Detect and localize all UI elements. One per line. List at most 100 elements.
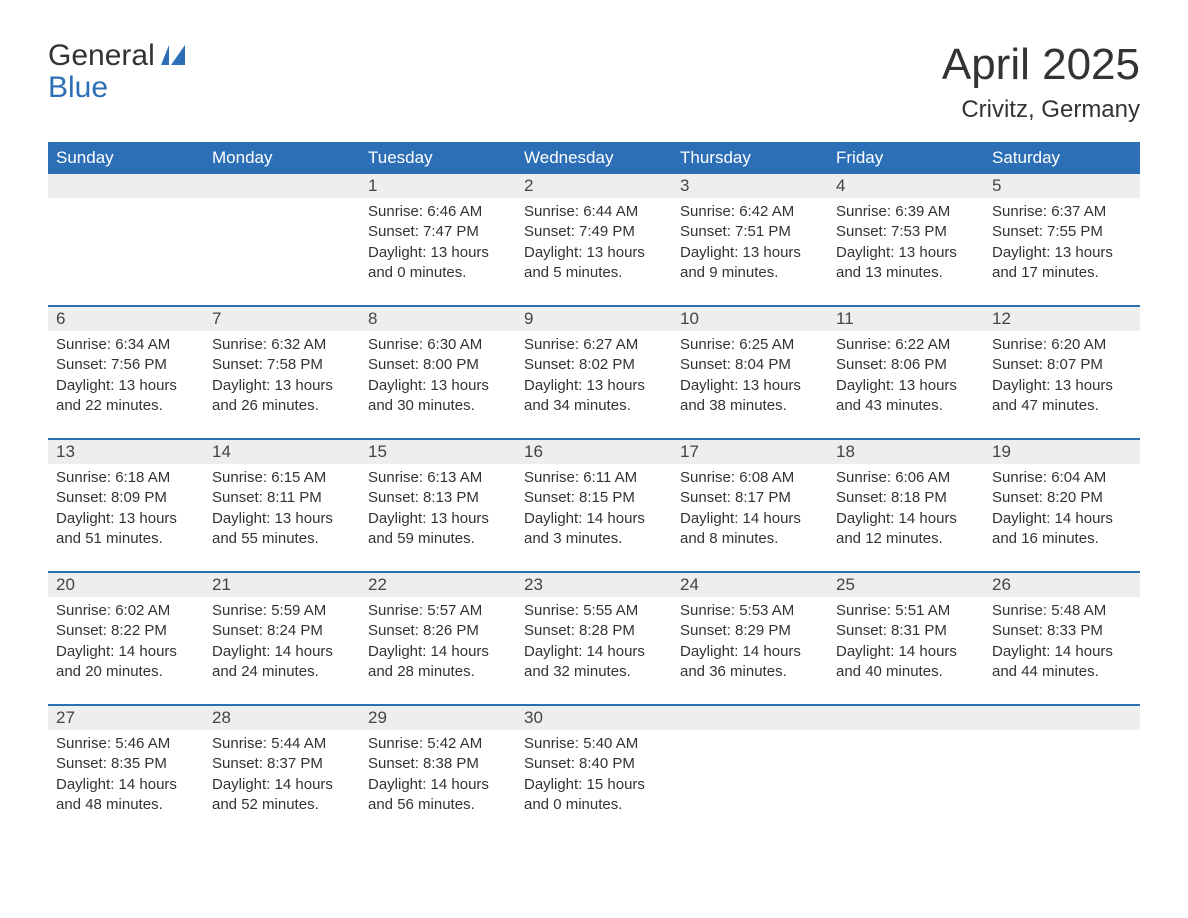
- day-number: 13: [48, 440, 204, 464]
- calendar-cell: 25Sunrise: 5:51 AMSunset: 8:31 PMDayligh…: [828, 572, 984, 705]
- day-details: Sunrise: 6:04 AMSunset: 8:20 PMDaylight:…: [992, 468, 1132, 549]
- sunrise-line: Sunrise: 5:48 AM: [992, 601, 1132, 621]
- day-details: Sunrise: 5:59 AMSunset: 8:24 PMDaylight:…: [212, 601, 352, 682]
- sunrise-line: Sunrise: 5:42 AM: [368, 734, 508, 754]
- daylight-line-2: and 40 minutes.: [836, 662, 976, 682]
- calendar-cell: 20Sunrise: 6:02 AMSunset: 8:22 PMDayligh…: [48, 572, 204, 705]
- sunset-line: Sunset: 8:09 PM: [56, 488, 196, 508]
- day-details: Sunrise: 6:46 AMSunset: 7:47 PMDaylight:…: [368, 202, 508, 283]
- daylight-line-1: Daylight: 14 hours: [524, 509, 664, 529]
- sunrise-line: Sunrise: 6:11 AM: [524, 468, 664, 488]
- daylight-line-2: and 38 minutes.: [680, 396, 820, 416]
- calendar-cell: 9Sunrise: 6:27 AMSunset: 8:02 PMDaylight…: [516, 306, 672, 439]
- daylight-line-1: Daylight: 14 hours: [368, 775, 508, 795]
- day-number: 12: [984, 307, 1140, 331]
- sunset-line: Sunset: 8:11 PM: [212, 488, 352, 508]
- sunset-line: Sunset: 8:02 PM: [524, 355, 664, 375]
- daylight-line-1: Daylight: 14 hours: [524, 642, 664, 662]
- day-details: Sunrise: 5:57 AMSunset: 8:26 PMDaylight:…: [368, 601, 508, 682]
- brand-logo: General Blue: [48, 40, 195, 103]
- sunrise-line: Sunrise: 6:13 AM: [368, 468, 508, 488]
- daylight-line-1: Daylight: 13 hours: [836, 243, 976, 263]
- day-number: 7: [204, 307, 360, 331]
- daylight-line-2: and 32 minutes.: [524, 662, 664, 682]
- daylight-line-1: Daylight: 14 hours: [836, 642, 976, 662]
- day-details: Sunrise: 5:40 AMSunset: 8:40 PMDaylight:…: [524, 734, 664, 815]
- calendar-cell: 24 Sunrise: 5:53 AMSunset: 8:29 PMDayligh…: [672, 572, 828, 705]
- sunset-line: Sunset: 8:38 PM: [368, 754, 508, 774]
- daylight-line-2: and 48 minutes.: [56, 795, 196, 815]
- daylight-line-1: Daylight: 13 hours: [212, 376, 352, 396]
- day-number: 27: [48, 706, 204, 730]
- calendar-cell: [204, 174, 360, 306]
- day-number: 16: [516, 440, 672, 464]
- day-details: Sunrise: 6:06 AMSunset: 8:18 PMDaylight:…: [836, 468, 976, 549]
- daylight-line-2: and 47 minutes.: [992, 396, 1132, 416]
- calendar-cell: 7 Sunrise: 6:32 AMSunset: 7:58 PMDaylight…: [204, 306, 360, 439]
- daylight-line-1: Daylight: 13 hours: [836, 376, 976, 396]
- weekday-header-row: Sunday Monday Tuesday Wednesday Thursday…: [48, 142, 1140, 174]
- calendar-cell: 11Sunrise: 6:22 AMSunset: 8:06 PMDayligh…: [828, 306, 984, 439]
- sunset-line: Sunset: 7:53 PM: [836, 222, 976, 242]
- sunrise-line: Sunrise: 6:46 AM: [368, 202, 508, 222]
- daylight-line-1: Daylight: 14 hours: [56, 775, 196, 795]
- day-number: [672, 706, 828, 730]
- day-details: Sunrise: 5:53 AMSunset: 8:29 PMDaylight:…: [680, 601, 820, 682]
- sunrise-line: Sunrise: 6:08 AM: [680, 468, 820, 488]
- sunrise-line: Sunrise: 6:04 AM: [992, 468, 1132, 488]
- sunset-line: Sunset: 8:28 PM: [524, 621, 664, 641]
- calendar-table: Sunday Monday Tuesday Wednesday Thursday…: [48, 142, 1140, 837]
- calendar-cell: 6Sunrise: 6:34 AMSunset: 7:56 PMDaylight…: [48, 306, 204, 439]
- sunrise-line: Sunrise: 5:57 AM: [368, 601, 508, 621]
- sunrise-line: Sunrise: 5:55 AM: [524, 601, 664, 621]
- day-number: 24: [672, 573, 828, 597]
- day-number: 3: [672, 174, 828, 198]
- sunset-line: Sunset: 8:26 PM: [368, 621, 508, 641]
- calendar-cell: 18Sunrise: 6:06 AMSunset: 8:18 PMDayligh…: [828, 439, 984, 572]
- day-details: Sunrise: 6:27 AMSunset: 8:02 PMDaylight:…: [524, 335, 664, 416]
- sunset-line: Sunset: 8:33 PM: [992, 621, 1132, 641]
- calendar-cell: 3Sunrise: 6:42 AMSunset: 7:51 PMDaylight…: [672, 174, 828, 306]
- calendar-row: 27Sunrise: 5:46 AMSunset: 8:35 PMDayligh…: [48, 705, 1140, 837]
- sunrise-line: Sunrise: 6:42 AM: [680, 202, 820, 222]
- day-number: 25: [828, 573, 984, 597]
- daylight-line-2: and 12 minutes.: [836, 529, 976, 549]
- day-details: Sunrise: 6:32 AMSunset: 7:58 PMDaylight:…: [212, 335, 352, 416]
- sunset-line: Sunset: 8:37 PM: [212, 754, 352, 774]
- day-details: Sunrise: 6:18 AMSunset: 8:09 PMDaylight:…: [56, 468, 196, 549]
- daylight-line-2: and 0 minutes.: [524, 795, 664, 815]
- page-title: April 2025: [942, 40, 1140, 90]
- day-details: Sunrise: 6:37 AMSunset: 7:55 PMDaylight:…: [992, 202, 1132, 283]
- sunset-line: Sunset: 7:47 PM: [368, 222, 508, 242]
- daylight-line-2: and 44 minutes.: [992, 662, 1132, 682]
- daylight-line-2: and 17 minutes.: [992, 263, 1132, 283]
- flag-icon: [161, 40, 195, 72]
- sunset-line: Sunset: 7:55 PM: [992, 222, 1132, 242]
- calendar-row: 1Sunrise: 6:46 AMSunset: 7:47 PMDaylight…: [48, 174, 1140, 306]
- sunrise-line: Sunrise: 6:02 AM: [56, 601, 196, 621]
- weekday-header: Wednesday: [516, 142, 672, 174]
- weekday-header: Thursday: [672, 142, 828, 174]
- sunset-line: Sunset: 8:00 PM: [368, 355, 508, 375]
- sunset-line: Sunset: 8:31 PM: [836, 621, 976, 641]
- calendar-cell: 14Sunrise: 6:15 AMSunset: 8:11 PMDayligh…: [204, 439, 360, 572]
- daylight-line-2: and 0 minutes.: [368, 263, 508, 283]
- daylight-line-1: Daylight: 15 hours: [524, 775, 664, 795]
- daylight-line-2: and 34 minutes.: [524, 396, 664, 416]
- sunrise-line: Sunrise: 5:46 AM: [56, 734, 196, 754]
- day-number: 14: [204, 440, 360, 464]
- day-details: Sunrise: 6:08 AMSunset: 8:17 PMDaylight:…: [680, 468, 820, 549]
- weekday-header: Tuesday: [360, 142, 516, 174]
- calendar-cell: [672, 705, 828, 837]
- daylight-line-2: and 43 minutes.: [836, 396, 976, 416]
- title-block: April 2025 Crivitz, Germany: [942, 40, 1140, 124]
- daylight-line-1: Daylight: 14 hours: [56, 642, 196, 662]
- day-number: [48, 174, 204, 198]
- daylight-line-2: and 51 minutes.: [56, 529, 196, 549]
- daylight-line-2: and 56 minutes.: [368, 795, 508, 815]
- sunset-line: Sunset: 7:56 PM: [56, 355, 196, 375]
- daylight-line-1: Daylight: 13 hours: [524, 376, 664, 396]
- daylight-line-2: and 24 minutes.: [212, 662, 352, 682]
- calendar-cell: [828, 705, 984, 837]
- calendar-cell: 19Sunrise: 6:04 AMSunset: 8:20 PMDayligh…: [984, 439, 1140, 572]
